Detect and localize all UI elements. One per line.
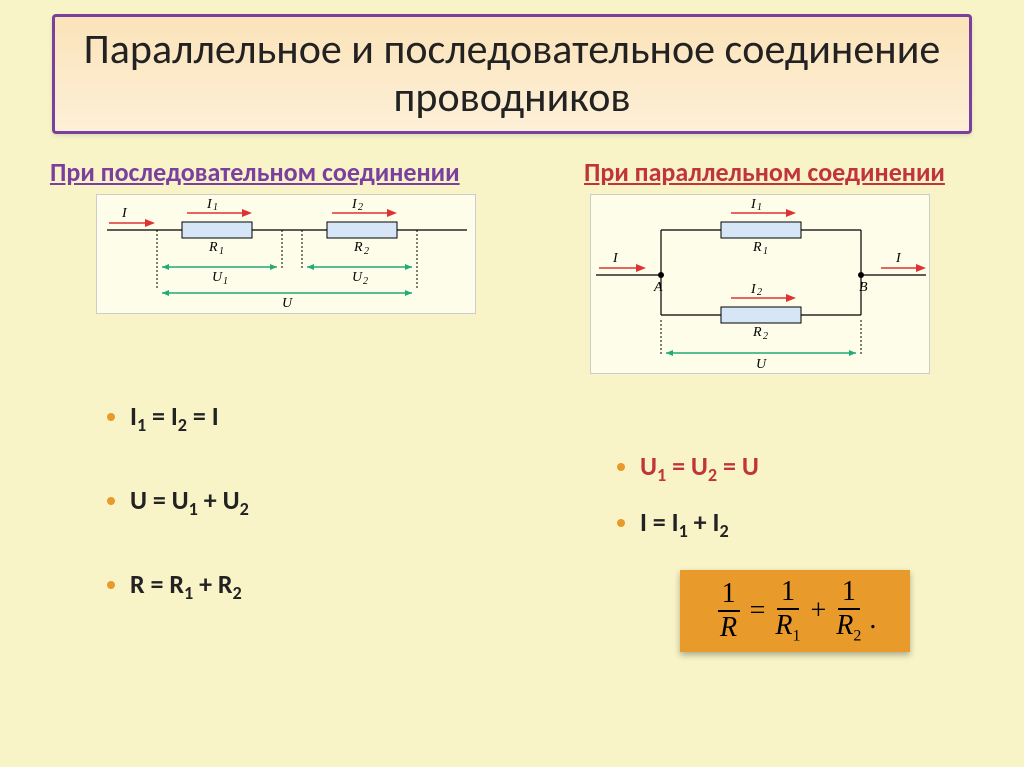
parallel-resistance-formula: 1R = 1R1 + 1R2 .: [680, 570, 910, 652]
slide-title-box: Параллельное и последовательное соединен…: [52, 14, 972, 134]
frac-den: R: [720, 612, 737, 643]
svg-text:2: 2: [358, 202, 363, 213]
svg-text:U: U: [756, 357, 767, 372]
plus-sign: +: [811, 595, 827, 627]
equals-sign: =: [750, 595, 766, 627]
period: .: [869, 604, 876, 636]
subtitle-parallel: При параллельном соединении: [584, 156, 945, 188]
svg-text:I: I: [750, 197, 757, 212]
formula-text: R = R1 + R2: [130, 568, 242, 600]
frac-num: 1: [838, 578, 860, 610]
parallel-circuit-diagram: A B R1 R2 I I I1 I2 U: [590, 194, 930, 374]
formula-text: U = U1 + U2: [130, 484, 249, 516]
formula-text: I = I1 + I2: [640, 506, 729, 538]
series-formulas: I1 = I2 = I U = U1 + U2 R = R1 + R2: [130, 400, 249, 653]
frac-den-r: R: [775, 610, 792, 641]
svg-text:I: I: [895, 251, 902, 266]
svg-text:2: 2: [757, 287, 762, 298]
svg-text:B: B: [859, 280, 868, 295]
svg-text:1: 1: [219, 246, 224, 257]
series-circuit-diagram: R1 R2 I I1 I2 U1 U2 U: [96, 194, 476, 314]
svg-text:U: U: [352, 270, 363, 285]
formula-item: U = U1 + U2: [130, 484, 249, 520]
subtitle-series: При последовательном соединении: [50, 156, 460, 188]
parallel-formulas: U1 = U2 = U I = I1 + I2: [640, 450, 759, 562]
svg-text:R: R: [752, 325, 762, 340]
frac-den-sub: 2: [853, 627, 861, 644]
svg-text:2: 2: [364, 246, 369, 257]
formula-item: I1 = I2 = I: [130, 400, 249, 436]
svg-text:R: R: [752, 240, 762, 255]
svg-text:U: U: [282, 296, 293, 311]
svg-text:1: 1: [213, 202, 218, 213]
svg-text:2: 2: [763, 331, 768, 342]
formula-item: I = I1 + I2: [640, 506, 759, 542]
frac-den-r: R: [836, 610, 853, 641]
slide-title: Параллельное и последовательное соединен…: [55, 26, 969, 123]
svg-text:U: U: [212, 270, 223, 285]
svg-text:I: I: [750, 282, 757, 297]
svg-text:1: 1: [223, 276, 228, 287]
svg-text:1: 1: [763, 246, 768, 257]
formula-item: U1 = U2 = U: [640, 450, 759, 486]
svg-text:I: I: [612, 251, 619, 266]
frac-num: 1: [718, 580, 740, 612]
svg-text:I: I: [121, 206, 128, 221]
svg-text:R: R: [353, 240, 363, 255]
frac-den-sub: 1: [793, 627, 801, 644]
svg-text:R: R: [208, 240, 218, 255]
svg-text:1: 1: [757, 202, 762, 213]
svg-text:I: I: [206, 197, 213, 212]
formula-text: I1 = I2 = I: [130, 400, 219, 432]
formula-item: R = R1 + R2: [130, 568, 249, 604]
svg-text:I: I: [351, 197, 358, 212]
frac-num: 1: [777, 578, 799, 610]
formula-text: U1 = U2 = U: [640, 450, 759, 482]
svg-text:2: 2: [363, 276, 368, 287]
